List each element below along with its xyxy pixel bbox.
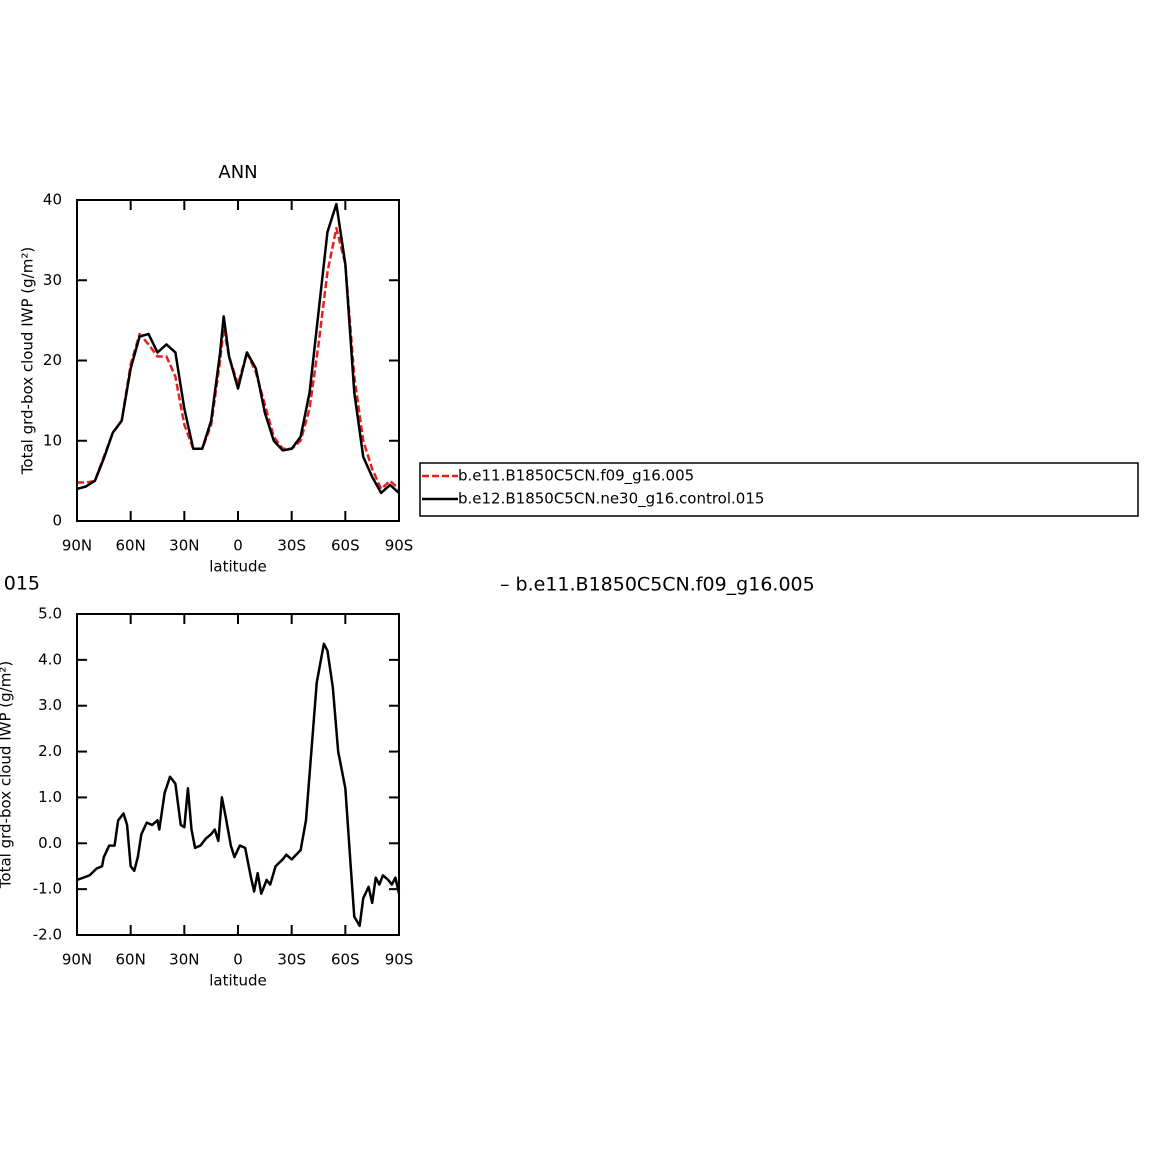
x-tick-label: 30N xyxy=(169,537,199,555)
y-tick-label: 10 xyxy=(43,431,62,449)
y-tick-label: 4.0 xyxy=(38,650,62,668)
y-tick-label: -2.0 xyxy=(33,926,62,944)
y-tick-label: 0 xyxy=(52,512,62,530)
x-tick-label: 60N xyxy=(116,951,146,969)
data-line xyxy=(76,202,400,495)
legend-label: b.e11.B1850C5CN.f09_g16.005 xyxy=(458,467,694,486)
y-tick-label: 30 xyxy=(43,271,62,289)
y-tick-label: 0.0 xyxy=(38,834,62,852)
x-tick-label: 60S xyxy=(331,951,360,969)
chart-title: ANN xyxy=(218,162,257,183)
x-tick-label: 90N xyxy=(62,537,92,555)
x-tick-label: 90S xyxy=(385,537,414,555)
x-tick-label: 0 xyxy=(233,951,243,969)
legend-label: b.e12.B1850C5CN.ne30_g16.control.015 xyxy=(458,490,764,509)
plot-frame xyxy=(76,199,400,522)
chart-title: – b.e11.B1850C5CN.f09_g16.005 xyxy=(500,574,815,596)
x-tick-label: 90S xyxy=(385,951,414,969)
x-tick-label: 0 xyxy=(233,537,243,555)
y-tick-label: 40 xyxy=(43,191,62,209)
y-tick-label: -1.0 xyxy=(33,880,62,898)
y-tick-label: 5.0 xyxy=(38,605,62,623)
y-tick-label: 2.0 xyxy=(38,742,62,760)
data-line xyxy=(76,642,401,928)
y-tick-label: 1.0 xyxy=(38,788,62,806)
plot-frame xyxy=(76,613,400,936)
x-tick-label: 90N xyxy=(62,951,92,969)
legend-box xyxy=(419,462,1139,517)
x-tick-label: 30S xyxy=(277,951,306,969)
x-axis-label: latitude xyxy=(209,558,267,576)
chart-title: 015 xyxy=(4,573,40,595)
x-tick-label: 30N xyxy=(169,951,199,969)
x-axis-label: latitude xyxy=(209,972,267,990)
y-axis-label: Total grd-box cloud IWP (g/m²) xyxy=(19,247,37,475)
y-tick-label: 3.0 xyxy=(38,696,62,714)
y-tick-label: 20 xyxy=(43,351,62,369)
x-tick-label: 60N xyxy=(116,537,146,555)
x-tick-label: 30S xyxy=(277,537,306,555)
x-tick-label: 60S xyxy=(331,537,360,555)
y-axis-label: Total grd-box cloud IWP (g/m²) xyxy=(0,661,15,889)
